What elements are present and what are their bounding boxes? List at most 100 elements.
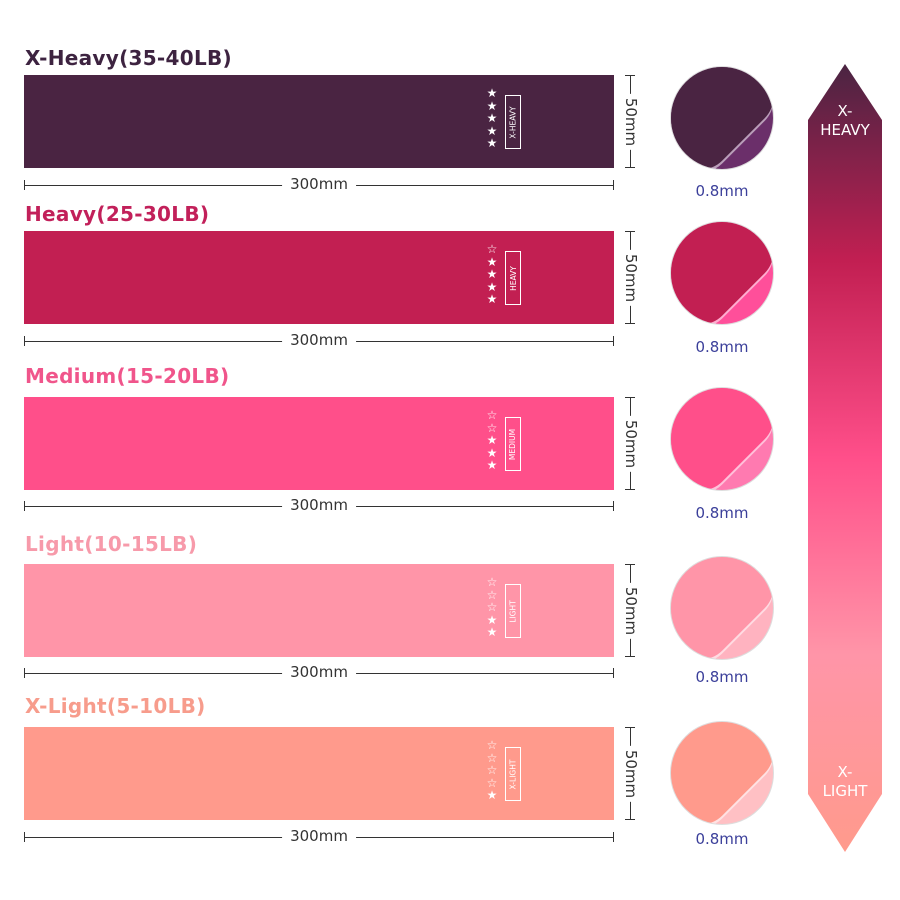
band-fold: [671, 722, 773, 824]
thickness-label: 0.8mm: [695, 182, 749, 200]
dimension-cap: [613, 336, 614, 346]
dimension-cap: [613, 501, 614, 511]
level-tag: X-LIGHT: [505, 747, 521, 801]
star-filled-icon: ★: [486, 279, 498, 294]
strength-stars: ☆ ☆ ★ ★ ★: [486, 409, 498, 472]
strength-stars: ☆ ★ ★ ★ ★: [486, 243, 498, 306]
width-label: 300mm: [282, 331, 356, 349]
star-empty-icon: ☆: [486, 775, 498, 790]
resistance-band: ☆ ☆ ☆ ★ ★ LIGHT: [24, 564, 614, 657]
width-label: 300mm: [282, 496, 356, 514]
dimension-cap: [24, 180, 25, 190]
width-label: 300mm: [282, 663, 356, 681]
star-filled-icon: ★: [486, 458, 498, 472]
star-empty-icon: ☆: [486, 587, 498, 602]
star-empty-icon: ☆: [486, 420, 498, 435]
dimension-cap: [625, 167, 635, 168]
band-closeup: [670, 387, 774, 491]
band-title: X-Light(5-10LB): [25, 694, 206, 718]
height-dimension: 50mm: [622, 397, 640, 490]
level-tag: HEAVY: [505, 251, 521, 305]
star-empty-icon: ☆: [486, 600, 498, 614]
resistance-scale-arrow: [808, 64, 882, 852]
star-filled-icon: ★: [486, 267, 498, 281]
star-filled-icon: ★: [486, 254, 498, 269]
star-empty-icon: ☆: [486, 763, 498, 777]
thickness-label: 0.8mm: [695, 668, 749, 686]
level-tag-text: HEAVY: [508, 265, 518, 291]
dimension-cap: [625, 75, 635, 76]
star-empty-icon: ☆: [486, 750, 498, 765]
band-fold: [671, 222, 773, 324]
height-dimension: 50mm: [622, 564, 640, 657]
dimension-cap: [24, 668, 25, 678]
thickness-label: 0.8mm: [695, 830, 749, 848]
resistance-band: ☆ ☆ ★ ★ ★ MEDIUM: [24, 397, 614, 490]
width-label: 300mm: [282, 827, 356, 845]
height-dimension: 50mm: [622, 231, 640, 324]
band-title: Medium(15-20LB): [25, 364, 230, 388]
dimension-cap: [24, 832, 25, 842]
resistance-band: ☆ ☆ ☆ ☆ ★ X-LIGHT: [24, 727, 614, 820]
star-filled-icon: ★: [486, 292, 498, 306]
level-tag: X-HEAVY: [505, 95, 521, 149]
dimension-cap: [613, 668, 614, 678]
band-fold: [671, 67, 773, 169]
star-empty-icon: ☆: [486, 408, 498, 422]
height-dimension: 50mm: [622, 75, 640, 168]
strength-stars: ★ ★ ★ ★ ★: [486, 87, 498, 150]
band-title: Light(10-15LB): [25, 532, 198, 556]
band-title: X-Heavy(35-40LB): [25, 46, 232, 70]
dimension-cap: [613, 180, 614, 190]
scale-bottom-label: X- LIGHT: [822, 763, 868, 800]
width-dimension: 300mm: [24, 663, 614, 681]
resistance-band: ☆ ★ ★ ★ ★ HEAVY: [24, 231, 614, 324]
star-empty-icon: ☆: [486, 738, 498, 752]
level-tag-text: X-HEAVY: [508, 105, 518, 139]
resistance-band: ★ ★ ★ ★ ★ X-HEAVY: [24, 75, 614, 168]
height-label: 50mm: [622, 582, 640, 639]
level-tag: LIGHT: [505, 584, 521, 638]
star-empty-icon: ☆: [486, 575, 498, 589]
band-closeup: [670, 221, 774, 325]
dimension-cap: [625, 727, 635, 728]
height-label: 50mm: [622, 415, 640, 472]
level-tag: MEDIUM: [505, 417, 521, 471]
star-empty-icon: ☆: [486, 242, 498, 256]
star-filled-icon: ★: [486, 433, 498, 447]
band-title: Heavy(25-30LB): [25, 202, 210, 226]
star-filled-icon: ★: [486, 445, 498, 460]
band-fold: [671, 388, 773, 490]
level-tag-text: LIGHT: [508, 599, 518, 623]
dimension-cap: [625, 489, 635, 490]
star-filled-icon: ★: [486, 788, 498, 802]
height-label: 50mm: [622, 93, 640, 150]
height-dimension: 50mm: [622, 727, 640, 820]
dimension-cap: [24, 336, 25, 346]
dimension-cap: [625, 564, 635, 565]
dimension-cap: [625, 323, 635, 324]
band-closeup: [670, 66, 774, 170]
width-dimension: 300mm: [24, 175, 614, 193]
thickness-label: 0.8mm: [695, 338, 749, 356]
width-label: 300mm: [282, 175, 356, 193]
dimension-cap: [625, 397, 635, 398]
star-filled-icon: ★: [486, 612, 498, 627]
band-fold: [671, 557, 773, 659]
width-dimension: 300mm: [24, 331, 614, 349]
band-closeup: [670, 721, 774, 825]
star-filled-icon: ★: [486, 123, 498, 138]
star-filled-icon: ★: [486, 111, 498, 125]
width-dimension: 300mm: [24, 496, 614, 514]
star-filled-icon: ★: [486, 625, 498, 639]
dimension-cap: [625, 819, 635, 820]
width-dimension: 300mm: [24, 827, 614, 845]
dimension-cap: [613, 832, 614, 842]
band-closeup: [670, 556, 774, 660]
dimension-cap: [625, 231, 635, 232]
strength-stars: ☆ ☆ ☆ ★ ★: [486, 576, 498, 639]
star-filled-icon: ★: [486, 86, 498, 100]
height-label: 50mm: [622, 745, 640, 802]
thickness-label: 0.8mm: [695, 504, 749, 522]
height-label: 50mm: [622, 249, 640, 306]
